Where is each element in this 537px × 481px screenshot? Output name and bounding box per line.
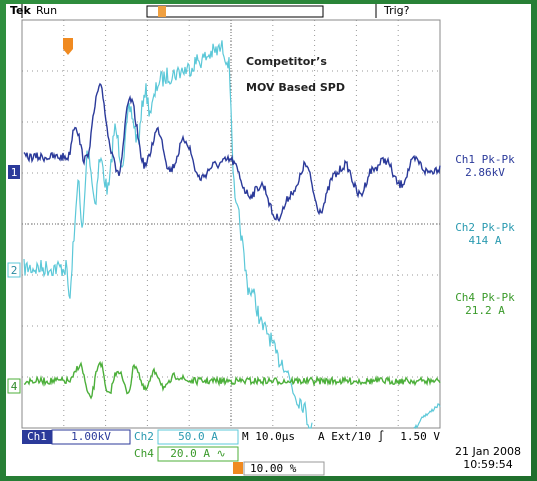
brand: Tek xyxy=(10,4,32,17)
timebase: M 10.0µs xyxy=(242,430,295,443)
ch1-label: Ch1 xyxy=(27,430,47,443)
measurement-label: Ch2 Pk-Pk xyxy=(455,221,515,234)
ch2-scale: 50.0 A xyxy=(178,430,218,443)
trigger-source: A Ext/10 ∫ xyxy=(318,430,385,443)
date: 21 Jan 2008 xyxy=(455,445,521,458)
trigger-position: 10.00 % xyxy=(250,462,297,475)
time: 10:59:54 xyxy=(463,458,512,471)
oscilloscope-screen: Tek Run Trig? Competitor’s MOV Based SPD… xyxy=(0,0,537,481)
ch4-scale: 20.0 A ∿ xyxy=(170,447,226,460)
ch1-scale: 1.00kV xyxy=(71,430,111,443)
ch2-label: Ch2 xyxy=(134,430,154,443)
measurement-value: 414 A xyxy=(468,234,501,247)
ch2-marker-label: 2 xyxy=(11,264,18,277)
measurement-value: 2.86kV xyxy=(465,166,505,179)
run-state: Run xyxy=(36,4,57,17)
measurement-label: Ch1 Pk-Pk xyxy=(455,153,515,166)
trigger-marker xyxy=(63,38,73,49)
trigger-level: 1.50 V xyxy=(400,430,440,443)
annotation: MOV Based SPD xyxy=(246,81,345,94)
ch1-marker-label: 1 xyxy=(11,166,18,179)
measurement-value: 21.2 A xyxy=(465,304,505,317)
trigger-pos-icon xyxy=(233,462,243,474)
ch4-label: Ch4 xyxy=(134,447,154,460)
record-window xyxy=(158,6,166,17)
display xyxy=(6,4,531,476)
measurement-label: Ch4 Pk-Pk xyxy=(455,291,515,304)
annotation: Competitor’s xyxy=(246,55,327,68)
trigger-status: Trig? xyxy=(383,4,410,17)
ch4-marker-label: 4 xyxy=(11,380,18,393)
